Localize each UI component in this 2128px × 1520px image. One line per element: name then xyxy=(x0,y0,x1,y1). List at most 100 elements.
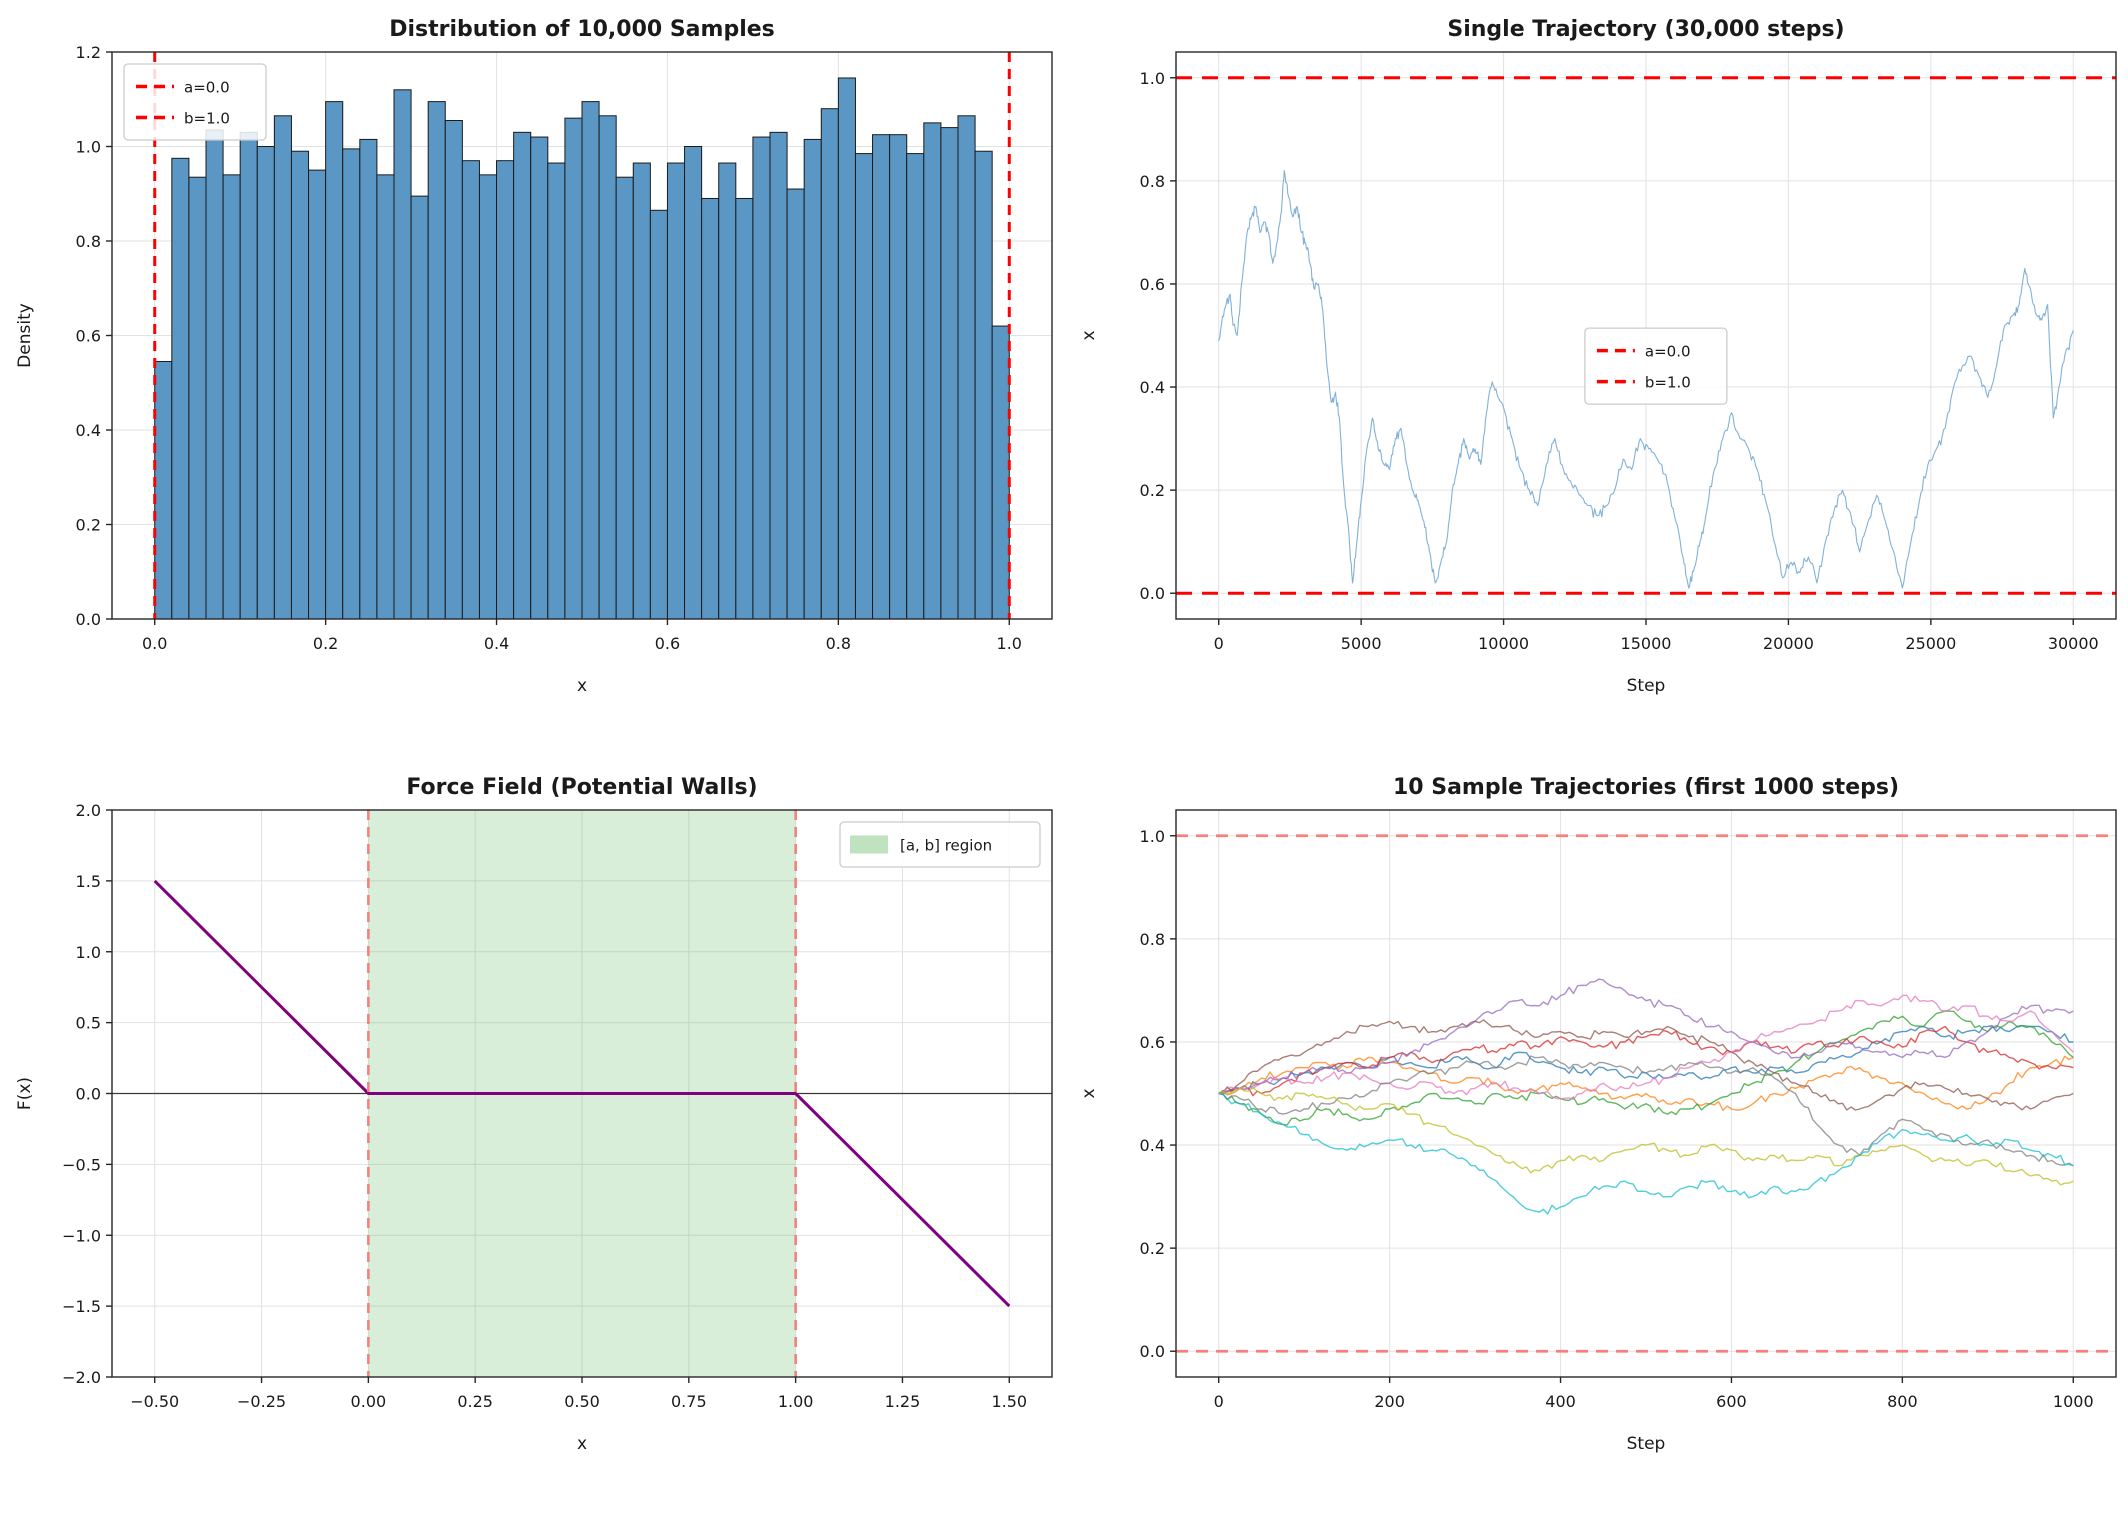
panel-sample-trajectories: 0 200 400 600 800 1000 0.0 0.2 0.4 0.6 0.8 1.0 10 Sa… xyxy=(1064,758,2128,1516)
bar xyxy=(478,174,498,620)
x-tick-label: 15000 xyxy=(1621,634,1672,653)
walker-9-line xyxy=(1218,1086,2074,1186)
y-tick-label: 1.0 xyxy=(76,943,101,962)
y-tick-label: 0.0 xyxy=(76,610,101,629)
histogram-chart: 0.0 0.2 0.4 0.6 0.8 1.0 0.0 0.2 0.4 0.6 0.8 1.0 1.2 D… xyxy=(15,17,1053,696)
y-tick-label: 0.8 xyxy=(1140,172,1165,191)
force-line xyxy=(153,879,1011,1308)
chart-title: Distribution of 10,000 Samples xyxy=(389,17,775,42)
y-tick-label: 0.4 xyxy=(1140,1136,1165,1155)
y-tick-label: −1.5 xyxy=(62,1297,101,1316)
x-tick-label: 0 xyxy=(1214,1392,1224,1411)
x-tick-label: 1.0 xyxy=(997,634,1022,653)
x-axis-label: x xyxy=(577,676,587,696)
bar xyxy=(769,131,788,620)
bar xyxy=(308,169,327,620)
y-tick-label: 1.2 xyxy=(76,43,101,62)
bar xyxy=(239,131,258,620)
histogram-bars xyxy=(154,77,1010,620)
y-axis-label: Density xyxy=(15,303,35,368)
y-tick-label: 0.2 xyxy=(1140,481,1165,500)
x-tick-label: 1000 xyxy=(2053,1392,2094,1411)
walker-6-line xyxy=(1218,1019,2074,1111)
x-tick-label: 0.50 xyxy=(564,1392,600,1411)
bar xyxy=(256,146,275,620)
chart-title: Single Trajectory (30,000 steps) xyxy=(1447,17,1844,42)
bar xyxy=(530,136,549,620)
bar xyxy=(154,360,173,620)
bar xyxy=(513,131,532,620)
x-axis-label: Step xyxy=(1627,676,1666,696)
legend-patch-sample xyxy=(850,835,888,854)
panel-single-trajectory: 0 5000 10000 15000 20000 25000 30000 0.0 0.2 0.4 0… xyxy=(1064,0,2128,758)
bar xyxy=(615,176,634,620)
bar xyxy=(906,153,925,620)
walker-5-line xyxy=(1218,978,2074,1096)
legend-label: b=1.0 xyxy=(184,110,230,128)
x-axis: 0 5000 10000 15000 20000 25000 30000 xyxy=(1214,619,2099,653)
bar xyxy=(598,115,617,620)
bar xyxy=(991,325,1010,620)
y-tick-label: 1.0 xyxy=(76,138,101,157)
bar xyxy=(444,120,463,620)
y-axis: 0.0 0.2 0.4 0.6 0.8 1.0 xyxy=(1140,69,1176,603)
x-tick-label: 0.75 xyxy=(671,1392,707,1411)
walker-2-line xyxy=(1218,1055,2074,1111)
x-tick-label: 20000 xyxy=(1763,634,1814,653)
bar xyxy=(376,174,395,620)
panel-force-field: −0.50 −0.25 0.00 0.25 0.50 0.75 1.00 1.25 1.50 −2… xyxy=(0,758,1064,1516)
x-tick-label: 0.0 xyxy=(142,634,167,653)
x-tick-label: 0 xyxy=(1214,634,1224,653)
x-axis: 0.0 0.2 0.4 0.6 0.8 1.0 xyxy=(142,619,1022,653)
single-trajectory-chart: 0 5000 10000 15000 20000 25000 300000.00.20.40… xyxy=(1079,17,2117,696)
y-axis: −2.0 −1.5 −1.0 −0.5 0.0 0.5 1.0 1.5 2.0 xyxy=(62,801,112,1387)
y-tick-label: 1.0 xyxy=(1140,69,1165,88)
y-tick-label: −2.0 xyxy=(62,1368,101,1387)
x-tick-label: 10000 xyxy=(1478,634,1529,653)
y-tick-label: −0.5 xyxy=(62,1155,101,1174)
y-tick-label: −1.0 xyxy=(62,1226,101,1245)
bar xyxy=(666,162,686,620)
bar xyxy=(359,138,378,620)
bar xyxy=(649,209,668,620)
y-tick-label: 0.2 xyxy=(76,516,101,535)
bar xyxy=(803,138,822,620)
legend: a=0.0 b=1.0 xyxy=(123,63,267,141)
trajectory-line xyxy=(1218,170,2074,589)
x-tick-label: 1.50 xyxy=(991,1392,1027,1411)
bar xyxy=(820,108,839,620)
x-tick-label: 25000 xyxy=(1905,634,1956,653)
bar xyxy=(427,101,446,620)
force-field-chart: −0.50 −0.25 0.00 0.25 0.50 0.75 1.00 1.25 1.50 −2… xyxy=(15,775,1053,1454)
bar xyxy=(957,115,976,620)
bar xyxy=(718,162,737,620)
chart-title: 10 Sample Trajectories (first 1000 steps… xyxy=(1393,775,1899,800)
y-tick-label: 0.6 xyxy=(1140,1033,1165,1052)
bar xyxy=(410,195,429,620)
y-axis: 0.0 0.2 0.4 0.6 0.8 1.0 xyxy=(1140,827,1176,1361)
y-axis-label: F(x) xyxy=(15,1077,35,1110)
chart-title: Force Field (Potential Walls) xyxy=(406,775,757,800)
x-axis: −0.50 −0.25 0.00 0.25 0.50 0.75 1.00 1.25 1.50 xyxy=(130,1377,1027,1411)
x-tick-label: 30000 xyxy=(2048,634,2099,653)
walker-10-line xyxy=(1218,1092,2074,1215)
bar xyxy=(496,160,515,620)
bar xyxy=(854,153,874,620)
bar xyxy=(872,134,891,620)
bar xyxy=(461,160,480,620)
bar xyxy=(290,150,310,620)
bar xyxy=(342,148,361,620)
bar xyxy=(837,77,856,620)
walker-8-line xyxy=(1218,1055,2074,1167)
x-tick-label: −0.25 xyxy=(237,1392,286,1411)
bar xyxy=(940,127,959,620)
walker-3-line xyxy=(1218,1010,2074,1126)
x-tick-label: 800 xyxy=(1887,1392,1918,1411)
y-tick-label: 0.0 xyxy=(76,1085,101,1104)
y-tick-label: 0.6 xyxy=(1140,275,1165,294)
y-tick-label: 0.6 xyxy=(76,327,101,346)
x-tick-label: −0.50 xyxy=(130,1392,179,1411)
y-tick-label: 1.5 xyxy=(76,872,101,891)
legend-label: a=0.0 xyxy=(184,79,230,97)
